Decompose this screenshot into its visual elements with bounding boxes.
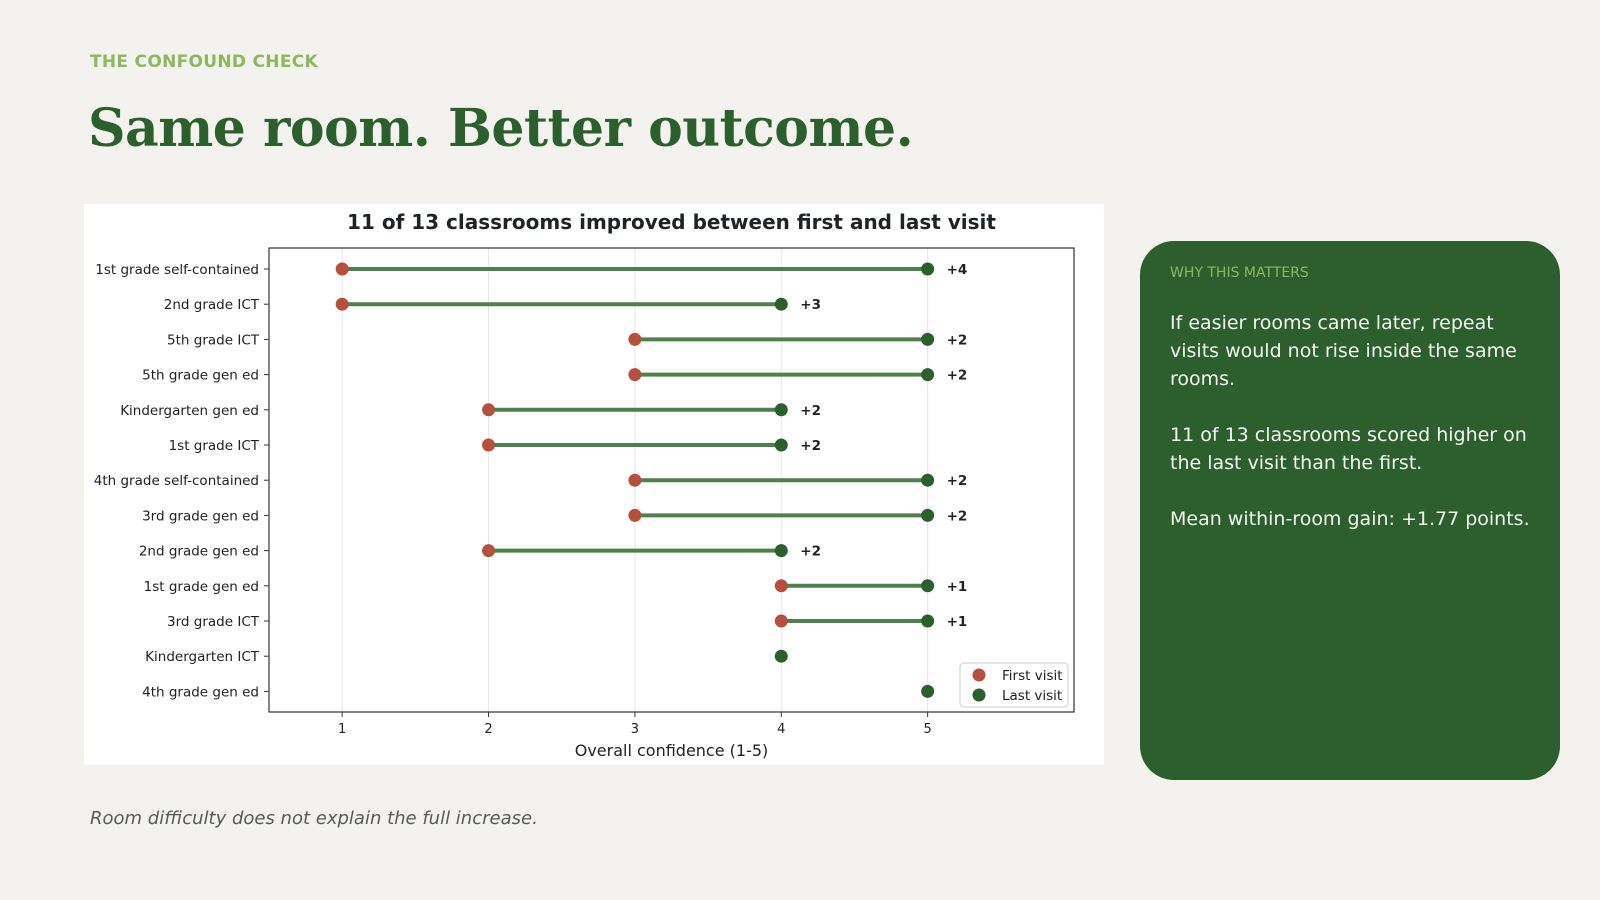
why-this-matters-panel: WHY THIS MATTERS If easier rooms came la…	[1140, 241, 1560, 780]
legend-marker-last	[972, 688, 986, 702]
y-tick-label: 4th grade gen ed	[142, 684, 259, 700]
x-tick-label: 3	[631, 722, 639, 737]
delta-label: +3	[800, 297, 821, 313]
first-visit-dot	[628, 508, 642, 522]
delta-label: +2	[947, 332, 968, 348]
delta-label: +1	[947, 614, 968, 630]
x-tick-label: 1	[338, 722, 346, 737]
panel-paragraph-3: Mean within-room gain: +1.77 points.	[1170, 508, 1530, 530]
delta-label: +2	[947, 508, 968, 524]
legend-marker-first	[972, 668, 986, 682]
first-visit-dot	[628, 368, 642, 382]
y-tick-label: 3rd grade gen ed	[142, 508, 259, 524]
last-visit-dot	[774, 649, 788, 663]
legend-label: First visit	[1002, 668, 1063, 684]
x-axis-label: Overall confidence (1-5)	[575, 741, 769, 760]
y-tick-label: 5th grade ICT	[167, 332, 260, 348]
last-visit-dot	[774, 297, 788, 311]
first-visit-dot	[335, 262, 349, 276]
delta-label: +2	[947, 473, 968, 489]
panel-eyebrow: WHY THIS MATTERS	[1170, 265, 1309, 281]
first-visit-dot	[628, 473, 642, 487]
first-visit-dot	[482, 403, 496, 417]
delta-label: +2	[800, 438, 821, 454]
last-visit-dot	[921, 473, 935, 487]
first-visit-dot	[482, 438, 496, 452]
last-visit-dot	[921, 332, 935, 346]
delta-label: +2	[800, 403, 821, 419]
y-tick-label: 2nd grade gen ed	[139, 544, 259, 560]
y-tick-label: 5th grade gen ed	[142, 368, 259, 384]
panel-paragraph-2: 11 of 13 classrooms scored higher on the…	[1170, 424, 1527, 474]
chart-card: 11 of 13 classrooms improved between fir…	[84, 204, 1104, 765]
dumbbell-chart: 11 of 13 classrooms improved between fir…	[94, 210, 1075, 760]
last-visit-dot	[921, 368, 935, 382]
last-visit-dot	[921, 684, 935, 698]
y-tick-label: 1st grade ICT	[169, 438, 260, 454]
y-tick-label: Kindergarten gen ed	[120, 403, 259, 419]
x-tick-label: 4	[777, 722, 785, 737]
page-title: Same room. Better outcome.	[88, 98, 914, 159]
delta-label: +2	[947, 368, 968, 384]
last-visit-dot	[774, 544, 788, 558]
last-visit-dot	[774, 438, 788, 452]
last-visit-dot	[921, 614, 935, 628]
first-visit-dot	[774, 579, 788, 593]
first-visit-dot	[335, 297, 349, 311]
first-visit-dot	[482, 544, 496, 558]
x-tick-label: 2	[484, 722, 492, 737]
y-tick-label: 1st grade gen ed	[144, 579, 259, 595]
delta-label: +2	[800, 544, 821, 560]
last-visit-dot	[774, 403, 788, 417]
y-tick-label: 4th grade self-contained	[94, 473, 259, 489]
y-tick-label: Kindergarten ICT	[145, 649, 260, 665]
last-visit-dot	[921, 579, 935, 593]
delta-label: +1	[947, 579, 968, 595]
x-tick-label: 5	[923, 722, 931, 737]
first-visit-dot	[628, 332, 642, 346]
y-tick-label: 2nd grade ICT	[164, 297, 260, 313]
delta-label: +4	[947, 262, 968, 278]
panel-paragraph-1: If easier rooms came later, repeat visit…	[1170, 312, 1517, 390]
chart-title: 11 of 13 classrooms improved between fir…	[347, 210, 996, 234]
y-tick-label: 1st grade self-contained	[95, 262, 259, 278]
footnote: Room difficulty does not explain the ful…	[90, 808, 538, 829]
legend-label: Last visit	[1002, 688, 1062, 704]
last-visit-dot	[921, 262, 935, 276]
first-visit-dot	[774, 614, 788, 628]
y-tick-label: 3rd grade ICT	[167, 614, 260, 630]
legend-box	[959, 662, 1069, 708]
section-eyebrow: THE CONFOUND CHECK	[90, 52, 319, 72]
last-visit-dot	[921, 508, 935, 522]
